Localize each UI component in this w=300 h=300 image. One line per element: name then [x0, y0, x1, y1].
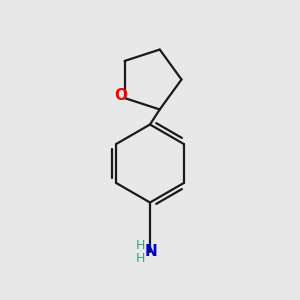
Text: N: N: [145, 244, 158, 260]
Text: H: H: [136, 252, 145, 265]
Text: H: H: [136, 239, 145, 252]
Text: O: O: [114, 88, 127, 103]
